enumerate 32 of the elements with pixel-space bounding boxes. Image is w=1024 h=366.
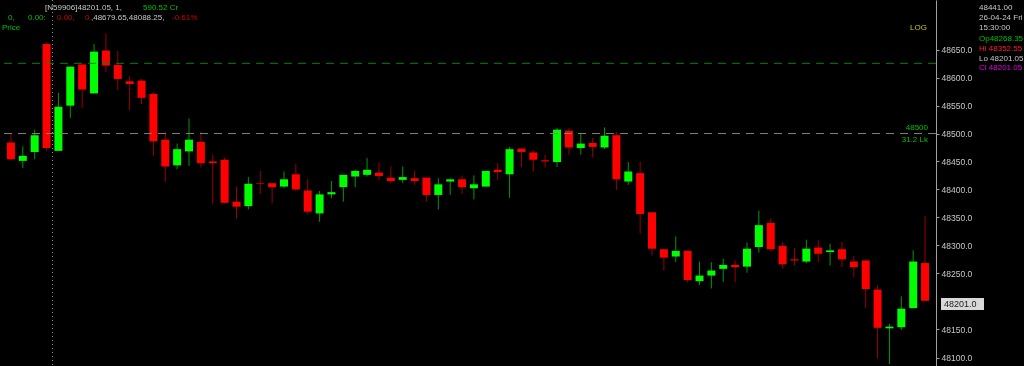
y-tick-label: 48550.0	[941, 101, 973, 112]
y-tick-label: 48450.0	[941, 156, 973, 167]
annotation: Price	[2, 23, 21, 32]
y-tick-label: 48650.0	[941, 45, 973, 56]
candlestick	[279, 170, 288, 189]
annotation: 31.2 Lk	[901, 134, 929, 144]
annotation: 0.00:	[28, 13, 46, 22]
ref-line-label: 48500	[905, 122, 929, 132]
y-tick-label: 48300.0	[941, 240, 973, 251]
text: 26-04-24 Fri	[979, 13, 1023, 22]
annotation: 0,	[8, 13, 15, 22]
text: Hi 48352.55	[979, 44, 1023, 53]
y-tick-label: 48500.0	[941, 129, 973, 140]
y-tick-label: 48400.0	[941, 184, 973, 195]
y-tick-label: 48600.0	[941, 73, 973, 84]
y-tick-label: 48350.0	[941, 212, 973, 223]
text: Cl 48201.05	[979, 63, 1023, 72]
y-tick-label: 48100.0	[941, 353, 973, 364]
annotation: LOG	[910, 23, 927, 32]
annotation: 590.52 Cr	[143, 3, 179, 12]
annotation: [N59906]48201.05, 1,	[45, 3, 122, 12]
text: 48201.0	[944, 299, 977, 309]
y-tick-label: 48150.0	[941, 324, 973, 335]
annotation: ,48679.65,48088.25,	[91, 13, 165, 22]
text: 15:30:00	[979, 23, 1011, 32]
text: Op48268.35	[979, 34, 1024, 43]
text: 48441.00	[979, 3, 1013, 12]
annotation: -0.61%	[172, 13, 198, 22]
annotation: 0.00,	[57, 13, 75, 22]
text: Lo 48201.05	[979, 54, 1024, 63]
y-tick-label: 48250.0	[941, 268, 973, 279]
annotation: 0	[85, 13, 90, 22]
